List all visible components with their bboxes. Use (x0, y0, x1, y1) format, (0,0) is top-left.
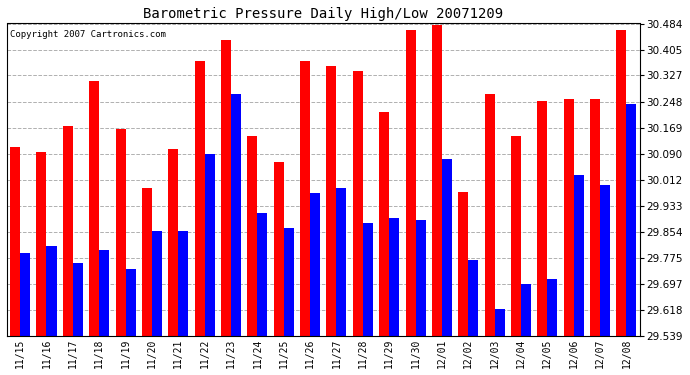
Bar (284, 228, 294, 336)
Bar (564, 99, 573, 336)
Bar (178, 231, 188, 336)
Bar (363, 223, 373, 336)
Bar (46, 246, 57, 336)
Bar (547, 279, 558, 336)
Bar (152, 231, 162, 336)
Bar (600, 185, 610, 336)
Bar (337, 189, 346, 336)
Bar (442, 159, 452, 336)
Bar (458, 192, 469, 336)
Bar (126, 270, 136, 336)
Bar (221, 40, 231, 336)
Bar (538, 101, 547, 336)
Bar (115, 129, 126, 336)
Bar (380, 112, 389, 336)
Bar (432, 25, 442, 336)
Bar (20, 253, 30, 336)
Bar (257, 213, 268, 336)
Bar (274, 162, 284, 336)
Bar (326, 66, 337, 336)
Bar (99, 250, 109, 336)
Bar (415, 220, 426, 336)
Bar (142, 189, 152, 336)
Bar (37, 152, 46, 336)
Bar (247, 136, 257, 336)
Bar (406, 30, 415, 336)
Bar (300, 61, 310, 336)
Bar (389, 218, 400, 336)
Bar (168, 149, 178, 336)
Text: Copyright 2007 Cartronics.com: Copyright 2007 Cartronics.com (10, 30, 166, 39)
Bar (205, 154, 215, 336)
Bar (10, 147, 20, 336)
Bar (310, 194, 320, 336)
Bar (73, 263, 83, 336)
Bar (231, 94, 241, 336)
Bar (353, 71, 363, 336)
Bar (616, 30, 627, 336)
Bar (627, 104, 636, 336)
Bar (195, 61, 205, 336)
Title: Barometric Pressure Daily High/Low 20071209: Barometric Pressure Daily High/Low 20071… (144, 7, 503, 21)
Bar (484, 94, 495, 336)
Bar (469, 260, 478, 336)
Bar (573, 175, 584, 336)
Bar (63, 126, 73, 336)
Bar (89, 81, 99, 336)
Bar (495, 309, 504, 336)
Bar (511, 136, 521, 336)
Bar (590, 99, 600, 336)
Bar (521, 284, 531, 336)
